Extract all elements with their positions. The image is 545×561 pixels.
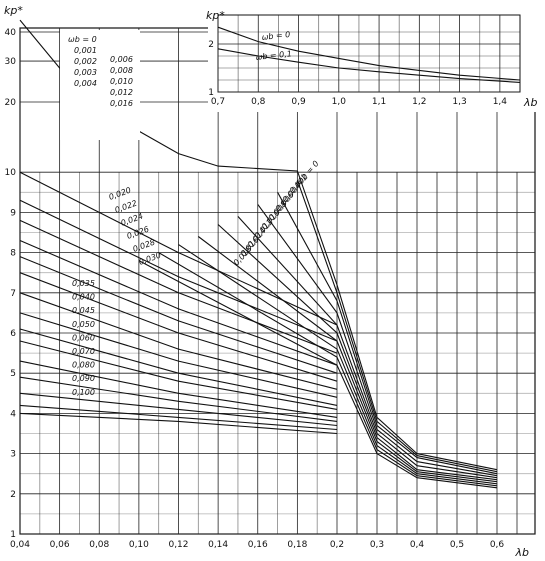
legend-top-left-label: 0,016 bbox=[110, 99, 133, 108]
main-x-tick-label: 0,2 bbox=[330, 540, 344, 550]
main-series-line bbox=[257, 204, 498, 477]
main-series-line bbox=[19, 312, 338, 398]
inset-x-tick-label: 1,1 bbox=[372, 97, 386, 107]
main-y-tick-label: 5 bbox=[10, 369, 16, 379]
legend-top-left-box bbox=[60, 30, 140, 140]
main-x-tick-label: 0,4 bbox=[410, 540, 425, 550]
legend-top-left-label: 0,006 bbox=[110, 55, 133, 64]
main-series-line bbox=[19, 376, 338, 422]
legend-middle-label: 0,050 bbox=[72, 320, 95, 329]
main-series-line bbox=[19, 199, 338, 342]
main-x-tick-label: 0,12 bbox=[168, 540, 188, 550]
main-chart-curves bbox=[19, 19, 498, 489]
main-series-line bbox=[19, 392, 338, 427]
main-x-tick-label: 0,08 bbox=[89, 540, 109, 550]
inset-series-line bbox=[217, 48, 521, 83]
inset-x-tick-label: 1,0 bbox=[332, 97, 347, 107]
legend-middle-label: 0,090 bbox=[72, 374, 95, 383]
inset-series-line bbox=[217, 26, 521, 81]
main-series-line bbox=[19, 171, 338, 326]
main-series-line bbox=[19, 404, 338, 431]
main-series-line bbox=[217, 224, 498, 481]
main-series-line bbox=[19, 412, 338, 435]
legend-middle-label: 0,040 bbox=[72, 293, 95, 302]
main-series-line bbox=[138, 260, 498, 489]
main-y-tick-label: 2 bbox=[10, 490, 16, 500]
inset-x-tick-label: 0,9 bbox=[291, 97, 306, 107]
main-y-tick-label: 7 bbox=[10, 289, 16, 299]
main-y-tick-label: 3 bbox=[10, 450, 16, 460]
main-x-tick-label: 0,14 bbox=[208, 540, 228, 550]
main-series-line bbox=[19, 272, 338, 382]
main-x-axis-title: λb bbox=[515, 546, 530, 559]
main-x-tick-label: 0,18 bbox=[287, 540, 307, 550]
inset-x-tick-label: 0,8 bbox=[251, 97, 266, 107]
main-y-tick-label: 9 bbox=[10, 208, 16, 218]
main-y-tick-label: 6 bbox=[10, 329, 16, 339]
main-y-tick-label: 40 bbox=[5, 28, 17, 38]
legend-top-left-label: 0,012 bbox=[110, 88, 133, 97]
main-series-line bbox=[296, 180, 498, 473]
main-y-tick-label: 20 bbox=[5, 98, 17, 108]
main-series-line bbox=[19, 360, 338, 418]
main-y-tick-label: 8 bbox=[10, 249, 16, 259]
inset-x-axis-title: λb bbox=[523, 96, 538, 109]
main-series-line bbox=[178, 244, 498, 485]
inset-y-tick-label: 2 bbox=[208, 40, 214, 50]
main-y-tick-label: 1 bbox=[10, 530, 16, 540]
main-x-tick-label: 0,06 bbox=[50, 540, 70, 550]
inset-x-tick-label: 0,7 bbox=[211, 97, 225, 107]
legend-middle-label: 0,045 bbox=[72, 306, 95, 315]
inset-chart: 0,7 0,8 0,9 1,0 1,1 1,2 1,3 1,4 1 2 kp* λb ωb = 0 ωb … bbox=[206, 7, 545, 112]
main-series-line bbox=[19, 219, 338, 354]
legend-top-left-label: 0,001 bbox=[74, 46, 97, 55]
legend-top-left-label: 0,004 bbox=[74, 79, 97, 88]
legend-top-left-label: ωb = 0 bbox=[68, 35, 97, 44]
inset-x-tick-label: 1,3 bbox=[452, 97, 466, 107]
inset-x-tick-label: 1,4 bbox=[493, 97, 508, 107]
main-y-tick-label: 10 bbox=[5, 168, 17, 178]
inset-background bbox=[208, 7, 545, 112]
main-x-tick-label: 0,6 bbox=[490, 540, 505, 550]
main-y-tick-label: 4 bbox=[10, 409, 16, 419]
main-x-tick-label: 0,3 bbox=[370, 540, 384, 550]
legend-middle-label: 0,100 bbox=[72, 388, 95, 397]
main-series-line bbox=[197, 236, 498, 483]
inset-series-label: ωb = 0 bbox=[261, 30, 290, 42]
main-series-line bbox=[19, 256, 338, 374]
main-x-tick-label: 0,5 bbox=[450, 540, 464, 550]
main-series-line bbox=[19, 239, 338, 366]
main-y-axis-title: kp* bbox=[4, 4, 23, 17]
main-x-tick-label: 0,16 bbox=[248, 540, 268, 550]
legend-top-left-label: 0,003 bbox=[74, 68, 97, 77]
legend-middle-label: 0,080 bbox=[72, 361, 95, 370]
main-series-line bbox=[19, 292, 338, 390]
legend-top-left-label: 0,002 bbox=[74, 57, 97, 66]
main-x-tick-label: 0,10 bbox=[129, 540, 149, 550]
inset-y-axis-title: kp* bbox=[206, 9, 225, 22]
legend-middle-label: 0,035 bbox=[72, 279, 95, 288]
main-y-tick-label: 30 bbox=[5, 57, 17, 67]
legend-middle-label: 0,060 bbox=[72, 333, 95, 342]
legend-top-left-label: 0,010 bbox=[110, 77, 133, 86]
inset-x-tick-label: 1,2 bbox=[412, 97, 426, 107]
legend-middle-label: 0,070 bbox=[72, 347, 95, 356]
main-series-line bbox=[237, 216, 498, 479]
main-series-line bbox=[277, 192, 498, 475]
inset-y-tick-label: 1 bbox=[208, 88, 214, 98]
main-x-tick-label: 0,04 bbox=[10, 540, 30, 550]
legend-top-left-label: 0,008 bbox=[110, 66, 133, 75]
main-series-line bbox=[19, 340, 338, 410]
main-series-line bbox=[19, 328, 338, 406]
main-series-line bbox=[158, 252, 498, 487]
inset-series-label: ωb = 0,1 bbox=[255, 49, 292, 62]
